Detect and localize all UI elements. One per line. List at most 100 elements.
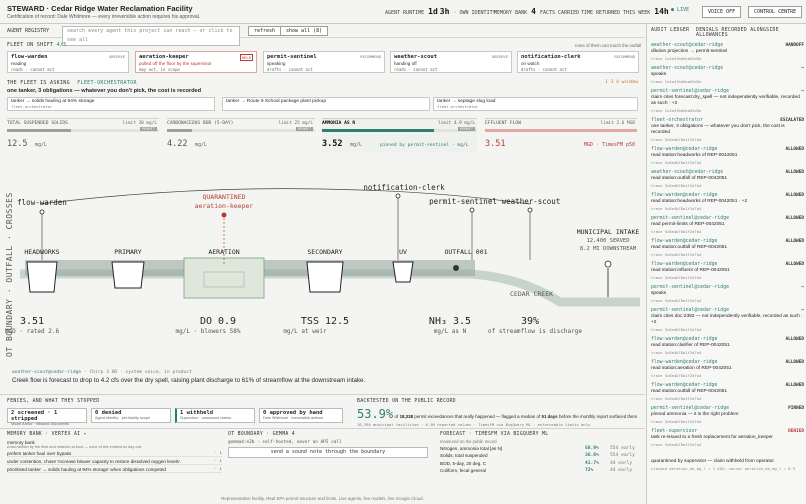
audit-ledger: AUDIT LEDGER DENIALS RECORDED ALONGSIDE … [646, 24, 806, 504]
tanker-option[interactable]: tanker → solids hauling at 94% storage fl… [7, 97, 215, 111]
agent-card-notification-clerk[interactable]: notification-clerk RECOMMEND on watch draft… [517, 51, 639, 73]
audit-row[interactable]: flow-warden@cedar-ridge ALLOWED read stati… [651, 337, 804, 355]
meter-unit: mg/L [195, 142, 208, 148]
audit-trace: trace 5c8e4b78a1f2d7a4 [651, 137, 702, 142]
agent-status: handing off [394, 61, 417, 66]
meter-label: EFFLUENT FLOW [485, 121, 521, 126]
tanker-option[interactable]: tanker → septage slug load fleet-orchestr… [433, 97, 638, 111]
control-centre-button[interactable]: CONTROL CENTRE [748, 6, 803, 18]
audit-row[interactable]: permit-sentinel@cedar-ridge PINNED pinned … [651, 406, 804, 424]
stage-tank-4 [392, 261, 414, 283]
audit-trace: trace 5c8e4b78a1f2d7a4 [651, 298, 702, 303]
meter-3: EFFLUENT FLOW limit 2.6 MGD 3.51 MGD · Time… [485, 118, 637, 152]
audit-row[interactable]: flow-warden@cedar-ridge ALLOWED read stati… [651, 360, 804, 378]
agent-card-weather-scout[interactable]: weather-scout OBSERVE handing off reads · c… [390, 51, 512, 73]
audit-row[interactable]: permit-sentinel@cedar-ridge — speaks trace … [651, 285, 804, 303]
agent-name: flow-warden [11, 54, 48, 60]
forecast-param: Solids, total suspended [440, 453, 488, 458]
live-indicator: ● LIVE [671, 7, 690, 13]
meter-0: TOTAL SUSPENDED SOLIDS limit 30 mg/L 12.5 m… [7, 118, 159, 152]
audit-agent: permit-sentinel@cedar-ridge [651, 89, 729, 94]
fence-value: 1 withheld [180, 410, 214, 416]
stage-label-4: UV [399, 248, 407, 256]
agent-meta: may act, in scope [139, 67, 180, 72]
meter-bar [7, 129, 159, 132]
audit-row[interactable]: quarantined by supervisor — claim withhe… [651, 458, 804, 471]
agent-name: weather-scout [394, 54, 438, 60]
agent-registry-bar: AGENT REGISTRY search every agent this p… [0, 24, 645, 46]
meter-state: PERMIT [140, 127, 157, 131]
agent-label-weather-scout: weather-scout [502, 197, 561, 206]
audit-row[interactable]: flow-warden@cedar-ridge ALLOWED read stati… [651, 193, 804, 211]
audit-trace: trace 5c8e4b78a1f2d7a4 [651, 275, 702, 280]
backtest-rate: 53.9% [357, 407, 394, 421]
audit-decision: — [801, 89, 804, 94]
fact-text: under contention, chose 'Increase blower… [7, 459, 182, 464]
voice-toggle-button[interactable]: VOICE OFF [702, 6, 742, 18]
agent-card-aeration-keeper[interactable]: aeration-keeper HELD pulled off the floor … [135, 51, 257, 73]
audit-row[interactable]: flow-warden@cedar-ridge ALLOWED read stati… [651, 383, 804, 401]
meter-limit: limit 2.6 MGD [600, 121, 635, 126]
readout-unit-4: of streamflow is discharge [488, 328, 582, 335]
audit-row[interactable]: flow-warden@cedar-ridge ALLOWED read stati… [651, 239, 804, 257]
agent-meta: drafts · cannot act [521, 67, 567, 72]
agent-label-flow-warden: flow-warden [17, 198, 67, 207]
memory-info-icon[interactable]: ✦ [83, 432, 87, 437]
asking-question: one tanker, 3 obligations — whatever you… [7, 88, 202, 94]
audit-trace: trace 5c8e4b78a1f2d7a4 [651, 252, 702, 257]
readout-unit-2: mg/L at weir [283, 328, 327, 335]
stage-label-0: HEADWORKS [24, 248, 59, 256]
audit-agent: fleet-supervisor [651, 429, 698, 434]
audit-agent: flow-warden@cedar-ridge [651, 360, 718, 365]
agent-search-input[interactable]: search every agent this project can reac… [62, 26, 240, 46]
time-returned-stat: TIME RETURNED THIS WEEK 14h [581, 7, 669, 16]
audit-row[interactable]: weather-scout@cedar-ridge HANDOFF dilution… [651, 43, 804, 61]
audit-text: read permit-limits of REP-0042051 [651, 222, 725, 227]
memory-fact: prioritised tanker → solids hauling at 9… [7, 467, 222, 473]
aeration-basin [183, 257, 265, 299]
meter-1: CARBONACEOUS BOD (5-DAY) limit 25 mg/L 4.2… [167, 118, 315, 152]
process-stages: HEADWORKS PRIMARY AERATION SECONDARY UV OUTFA… [24, 248, 488, 299]
audit-row[interactable]: fleet-supervisor DENIED task re-issued to … [651, 429, 804, 447]
fence-value: 2 screened · 1 stripped [11, 410, 58, 422]
option-text: tanker → solids hauling at 94% storage [11, 99, 95, 104]
audit-row[interactable]: permit-sentinel@cedar-ridge — claim cites … [651, 308, 804, 332]
send-note-button[interactable]: send a sound note through the boundary [228, 447, 428, 458]
show-all-button[interactable]: show all (8) [280, 26, 329, 36]
stage-label-3: SECONDARY [307, 248, 342, 256]
fact-count: · 1 [213, 451, 222, 456]
meter-value: 4.22 [167, 139, 188, 149]
agent-card-permit-sentinel[interactable]: permit-sentinel RECOMMEND speaking drafts ·… [263, 51, 385, 73]
audit-trace: trace 5c8e4b78a1f2d7a4 [651, 206, 702, 211]
intake-marker [604, 260, 612, 268]
agent-status: pulled off the floor by the supervisor [139, 61, 212, 66]
audit-text: read station:aeration of REP-0042051 [651, 366, 732, 371]
forecast-param: Coliform, fecal general [440, 468, 486, 473]
audit-row[interactable]: flow-warden@cedar-ridge ALLOWED read stati… [651, 262, 804, 280]
agent-status: on watch [521, 61, 540, 66]
readout-value-0: 3.51 [20, 316, 44, 327]
app-header: STEWARD · Cedar Ridge Water Reclamation … [0, 0, 806, 24]
audit-row[interactable]: weather-scout@cedar-ridge ALLOWED read sta… [651, 170, 804, 188]
refresh-button[interactable]: refresh [248, 26, 282, 36]
audit-decision: ALLOWED [785, 383, 804, 388]
audit-row[interactable]: flow-warden@cedar-ridge ALLOWED read stati… [651, 147, 804, 165]
forecast-param: Nitrogen, ammonia total [as N] [440, 445, 503, 451]
audit-row[interactable]: weather-scout@cedar-ridge — speaks trace 1c… [651, 66, 804, 84]
agent-runtime-stat: AGENT RUNTIME 1d 3h · OWN IDENTITY [385, 7, 496, 16]
agent-registry-label: AGENT REGISTRY [7, 28, 50, 34]
audit-row[interactable]: permit-sentinel@cedar-ridge ALLOWED read p… [651, 216, 804, 234]
forecast-row: Nitrogen, ammonia total [as N] 58.9% 554 e… [440, 446, 640, 452]
fence-box-3: 0 approved by hand Dale Whitmore · irreve… [259, 408, 343, 423]
audit-row[interactable]: fleet-orchestrator ESCALATED one tanker, 3… [651, 118, 804, 142]
tanker-option[interactable]: tanker → Route 9 School package plant pi… [222, 97, 430, 111]
backtest-sub: 10,394 municipal facilities · 6.1M repor… [357, 422, 591, 427]
meter-limit: limit 4.9 mg/L [437, 121, 475, 126]
memory-fact: prefers tanker haul over bypass · 1 [7, 451, 222, 457]
agent-status: reading [11, 61, 27, 66]
audit-trace: trace 5c8e4b78a1f2d7a4 [651, 327, 702, 332]
meter-value: 3.51 [485, 139, 506, 149]
audit-row[interactable]: permit-sentinel@cedar-ridge — claim cites … [651, 89, 804, 113]
audit-text: read station:influent of REP-0042051 [651, 268, 730, 273]
agent-card-flow-warden[interactable]: flow-warden OBSERVE reading reads · cannot … [7, 51, 129, 73]
